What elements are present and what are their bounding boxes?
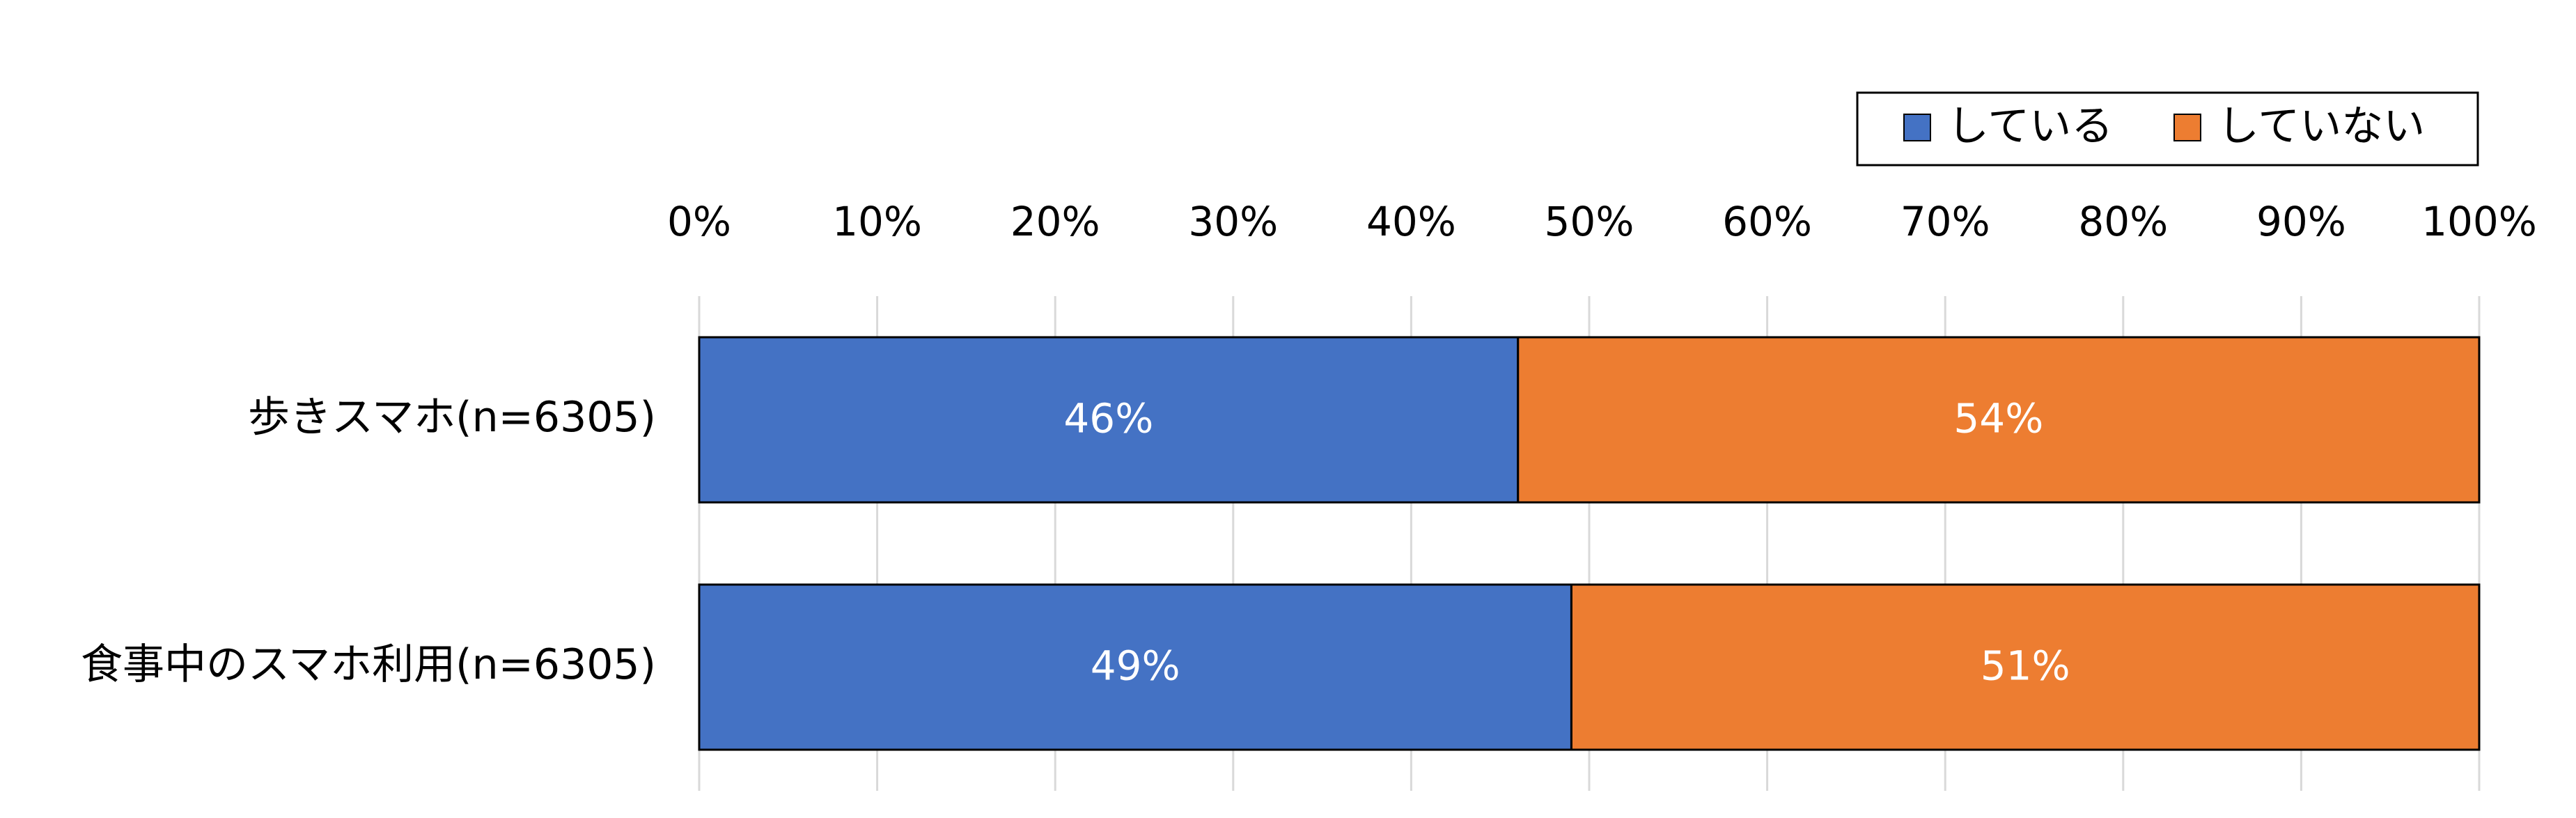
x-axis-ticks: 0% 10% 20% 30% 40% 50% 60% 70% 80% 90% 100% [667,198,2537,245]
x-tick-label: 60% [1722,198,1812,245]
legend-swatch [2173,114,2201,141]
bar-value-label: 54% [1953,395,2043,442]
legend-box [1856,91,2479,167]
x-tick-label: 20% [1010,198,1100,245]
category-label: 食事中のスマホ利用(n=6305) [81,640,656,689]
x-tick-label: 50% [1545,198,1634,245]
category-label: 歩きスマホ(n=6305) [248,393,656,442]
x-tick-label: 10% [832,198,922,245]
x-tick-label: 80% [2078,198,2168,245]
legend-swatch [1903,114,1931,141]
bar-value-label: 49% [1091,642,1180,690]
bar-value-label: 46% [1063,395,1153,442]
category-labels: 歩きスマホ(n=6305) 食事中のスマホ利用(n=6305) [81,393,656,689]
bar-segment [698,336,1520,504]
x-tick-label: 30% [1188,198,1278,245]
legend: している していない [1856,91,2479,167]
legend-label: していない [2217,102,2425,151]
bar-segment [1517,336,2481,504]
bar-value-label: 51% [1981,642,2070,690]
x-tick-label: 90% [2256,198,2346,245]
x-tick-label: 100% [2421,198,2537,245]
x-tick-label: 0% [667,198,731,245]
x-tick-label: 40% [1366,198,1456,245]
x-tick-label: 70% [1900,198,1990,245]
bar-segment [698,583,1572,751]
legend-label: している [1947,102,2113,151]
bar-segment [1570,583,2481,751]
bars: 46% 54% 49% 51% [698,336,2481,751]
